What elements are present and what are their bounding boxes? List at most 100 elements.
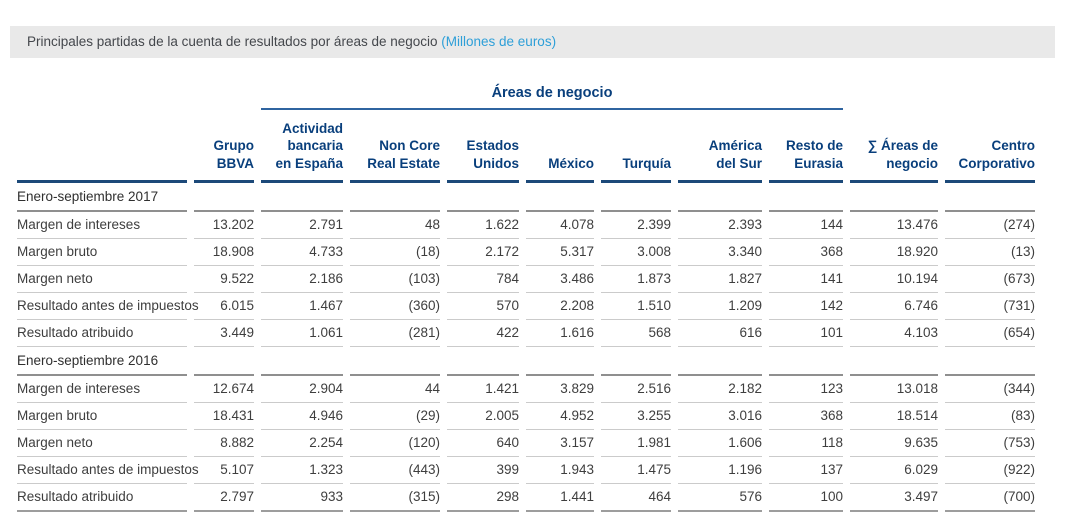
cell-value: (673): [945, 266, 1036, 293]
results-by-business-area-table: Áreas de negocio Grupo BBVA Actividad ban…: [10, 85, 1042, 512]
cell-value: 2.172: [447, 239, 519, 266]
column-header-mexico: México: [526, 110, 594, 183]
section-cell: [769, 183, 844, 212]
cell-value: 1.827: [678, 266, 762, 293]
cell-value: 2.904: [261, 376, 343, 403]
section-cell: [678, 347, 762, 376]
table-row: Margen bruto 18.431 4.946 (29) 2.005 4.952 3.2…: [17, 403, 1036, 430]
cell-value: 368: [769, 403, 844, 430]
cell-value: 5.317: [526, 239, 594, 266]
cell-value: (443): [350, 457, 440, 484]
column-header-estados-unidos: Estados Unidos: [447, 110, 519, 183]
table-row: Resultado antes de impuestos 6.015 1.467 (3…: [17, 293, 1036, 320]
cell-value: 1.196: [678, 457, 762, 484]
column-header-turquia: Turquía: [601, 110, 671, 183]
cell-value: 3.157: [526, 430, 594, 457]
column-header-row-labels: [17, 110, 187, 183]
cell-value: 3.829: [526, 376, 594, 403]
cell-value: 2.005: [447, 403, 519, 430]
cell-value: 141: [769, 266, 844, 293]
row-label: Resultado antes de impuestos: [17, 293, 199, 320]
cell-value: 1.943: [526, 457, 594, 484]
section-label: Enero-septiembre 2017: [17, 183, 187, 212]
cell-value: 142: [769, 293, 844, 320]
business-areas-group-header: Áreas de negocio: [261, 85, 844, 110]
cell-value: 10.194: [850, 266, 939, 293]
row-label: Margen bruto: [17, 239, 187, 266]
cell-value: (103): [350, 266, 440, 293]
table-row: Margen neto 8.882 2.254 (120) 640 3.157 1.981 1…: [17, 430, 1036, 457]
unit-note: (Millones de euros): [441, 34, 557, 49]
column-header-america-del-sur: América del Sur: [678, 110, 762, 183]
row-label: Resultado atribuido: [17, 320, 187, 347]
cell-value: 1.475: [601, 457, 671, 484]
cell-value: 422: [447, 320, 519, 347]
cell-value: 3.008: [601, 239, 671, 266]
cell-value: 2.208: [526, 293, 594, 320]
cell-value: 4.733: [261, 239, 343, 266]
section-cell: [261, 347, 343, 376]
cell-value: 123: [769, 376, 844, 403]
cell-value: 2.182: [678, 376, 762, 403]
cell-value: (120): [350, 430, 440, 457]
cell-value: 568: [601, 320, 671, 347]
row-label: Margen neto: [17, 266, 187, 293]
row-label: Margen neto: [17, 430, 187, 457]
cell-value: 1.622: [447, 212, 519, 239]
cell-value: (281): [350, 320, 440, 347]
cell-value: 1.421: [447, 376, 519, 403]
table-row: Margen bruto 18.908 4.733 (18) 2.172 5.317 3.0…: [17, 239, 1036, 266]
section-cell: [945, 347, 1036, 376]
section-row: Enero-septiembre 2017: [17, 183, 1036, 212]
section-cell: [350, 347, 440, 376]
cell-value: 1.510: [601, 293, 671, 320]
row-label: Margen de intereses: [17, 376, 187, 403]
cell-value: 1.981: [601, 430, 671, 457]
cell-value: 2.186: [261, 266, 343, 293]
cell-value: 1.467: [261, 293, 343, 320]
cell-value: (360): [350, 293, 440, 320]
section-cell: [678, 183, 762, 212]
table-row: Margen de intereses 13.202 2.791 48 1.622 4.0…: [17, 212, 1036, 239]
cell-value: 4.952: [526, 403, 594, 430]
section-row: Enero-septiembre 2016: [17, 347, 1036, 376]
section-cell: [850, 183, 939, 212]
cell-value: 2.399: [601, 212, 671, 239]
cell-value: 13.018: [850, 376, 939, 403]
section-cell: [194, 347, 254, 376]
cell-value: 3.449: [194, 320, 254, 347]
section-cell: [601, 347, 671, 376]
cell-value: 4.946: [261, 403, 343, 430]
cell-value: 399: [447, 457, 519, 484]
cell-value: 1.606: [678, 430, 762, 457]
cell-value: 2.791: [261, 212, 343, 239]
row-label: Resultado antes de impuestos: [17, 457, 199, 484]
cell-value: (731): [945, 293, 1036, 320]
cell-value: 101: [769, 320, 844, 347]
cell-value: 12.674: [194, 376, 254, 403]
cell-value: 8.882: [194, 430, 254, 457]
section-cell: [601, 183, 671, 212]
cell-value: 570: [447, 293, 519, 320]
section-cell: [447, 183, 519, 212]
cell-value: 368: [769, 239, 844, 266]
section-cell: [350, 183, 440, 212]
section-cell: [261, 183, 343, 212]
column-header-suma-areas-de-negocio: ∑ Áreas de negocio: [850, 110, 939, 183]
section-cell: [945, 183, 1036, 212]
section-cell: [194, 183, 254, 212]
section-label: Enero-septiembre 2016: [17, 347, 187, 376]
section-cell: [769, 347, 844, 376]
group-header-row: Áreas de negocio: [17, 85, 1035, 110]
cell-value: 18.908: [194, 239, 254, 266]
cell-value: 784: [447, 266, 519, 293]
cell-value: 13.476: [850, 212, 939, 239]
cell-value: 3.016: [678, 403, 762, 430]
row-label: Margen bruto: [17, 403, 187, 430]
group-header-spacer-left: [17, 85, 254, 110]
cell-value: (344): [945, 376, 1036, 403]
cell-value: 137: [769, 457, 844, 484]
table-title-bar: Principales partidas de la cuenta de res…: [10, 26, 1055, 58]
cell-value: 18.514: [850, 403, 939, 430]
